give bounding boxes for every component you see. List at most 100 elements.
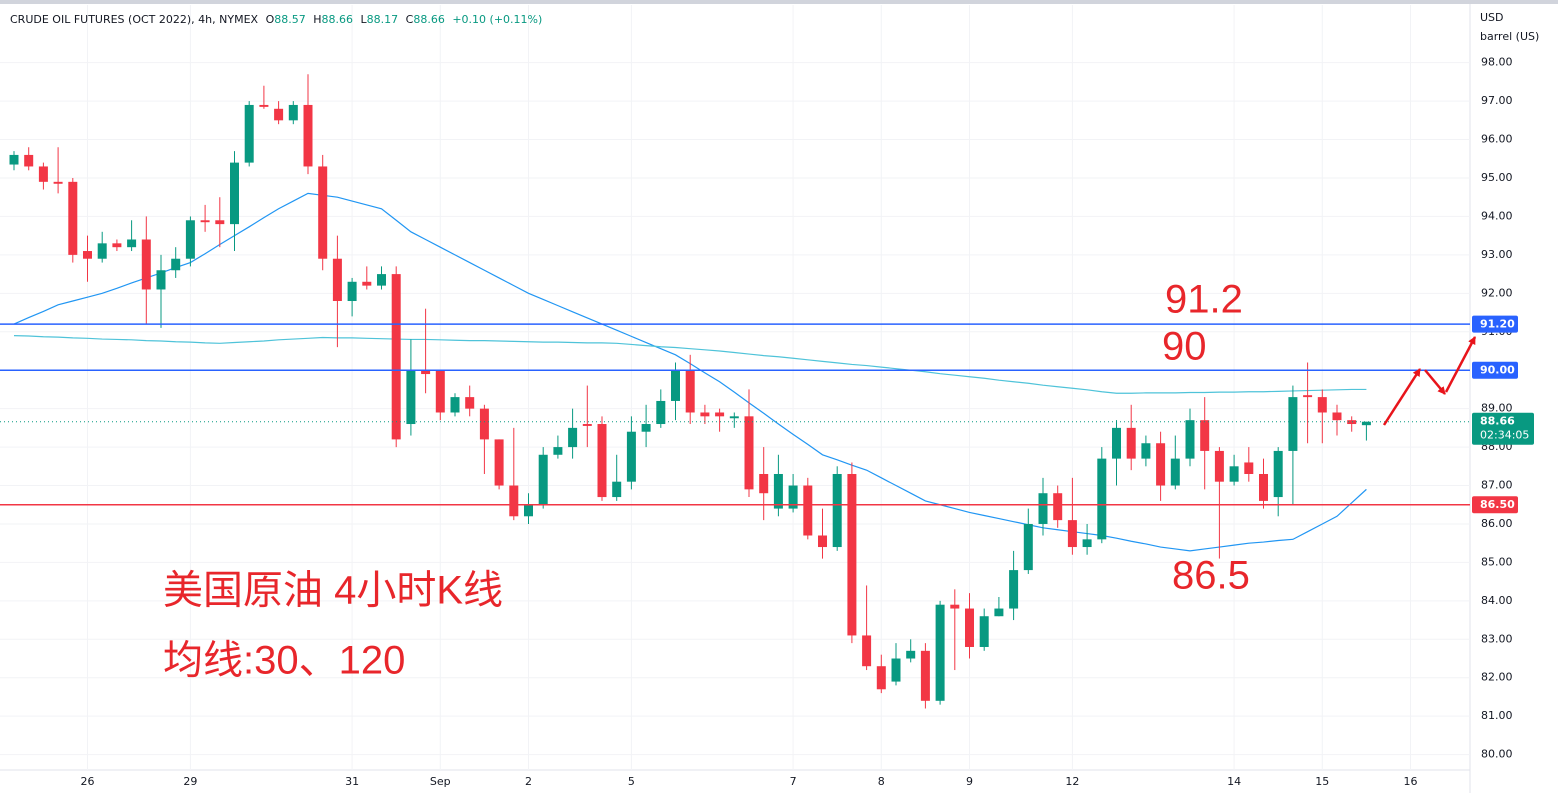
y-tick-label: 80.00 bbox=[1481, 748, 1513, 761]
ohlc-value: 88.57 bbox=[274, 13, 306, 26]
candle-body bbox=[303, 104, 313, 167]
legend: CRUDE OIL FUTURES (OCT 2022), 4h, NYMEX … bbox=[10, 13, 542, 26]
y-tick-label: 81.00 bbox=[1481, 709, 1513, 722]
annotation: 均线:30、120 bbox=[163, 639, 405, 683]
candle-body bbox=[200, 220, 210, 223]
y-axis-label: USD bbox=[1480, 11, 1504, 24]
candle-body bbox=[1156, 443, 1166, 486]
x-tick-label: Sep bbox=[430, 775, 451, 788]
candle-body bbox=[1273, 450, 1283, 498]
level-badge bbox=[1472, 361, 1518, 379]
candle-body bbox=[862, 635, 872, 667]
candle-body bbox=[1347, 420, 1357, 425]
candle-body bbox=[9, 154, 19, 165]
candle-body bbox=[1023, 523, 1033, 571]
candle-body bbox=[185, 220, 195, 259]
candle-body bbox=[1185, 420, 1195, 459]
candle-body bbox=[1229, 466, 1239, 482]
ohlc-value: 88.17 bbox=[367, 13, 399, 26]
y-tick-label: 97.00 bbox=[1481, 94, 1513, 107]
x-tick-label: 7 bbox=[790, 775, 797, 788]
candle-body bbox=[435, 370, 445, 413]
candle-body bbox=[788, 485, 798, 509]
y-tick-label: 84.00 bbox=[1481, 594, 1513, 607]
candle-body bbox=[1112, 427, 1121, 459]
ohlc-value: 88.66 bbox=[322, 13, 354, 26]
candle-body bbox=[377, 274, 386, 286]
candle-body bbox=[950, 604, 960, 609]
candle-body bbox=[332, 258, 342, 302]
y-tick-label: 89.00 bbox=[1481, 402, 1513, 415]
candle-body bbox=[450, 397, 460, 413]
y-tick-label: 82.00 bbox=[1481, 671, 1513, 684]
candle-body bbox=[773, 473, 783, 509]
candle-body bbox=[568, 427, 578, 448]
candle-body bbox=[215, 220, 225, 225]
candle-body bbox=[671, 370, 680, 401]
y-tick-label: 96.00 bbox=[1481, 133, 1513, 146]
candle-body bbox=[479, 408, 489, 440]
candle-body bbox=[744, 416, 754, 490]
candle-body bbox=[1097, 458, 1107, 540]
x-tick-label: 2 bbox=[525, 775, 532, 788]
candle-body bbox=[1141, 443, 1151, 459]
candle-body bbox=[68, 181, 78, 255]
candle-body bbox=[1067, 520, 1077, 548]
y-tick-label: 83.00 bbox=[1481, 632, 1513, 645]
x-tick-label: 31 bbox=[345, 775, 359, 788]
arrow bbox=[1444, 336, 1477, 393]
level-badge-label: 86.50 bbox=[1480, 498, 1515, 511]
candle-body bbox=[582, 424, 592, 426]
candle-body bbox=[421, 370, 431, 375]
last-price-label: 88.66 bbox=[1480, 415, 1515, 428]
y-tick-label: 85.00 bbox=[1481, 555, 1513, 568]
candle-body bbox=[876, 666, 886, 690]
candle-body bbox=[156, 270, 166, 290]
candle-body bbox=[597, 424, 607, 498]
y-tick-label: 94.00 bbox=[1481, 209, 1513, 222]
candle-body bbox=[700, 412, 710, 417]
candle-body bbox=[1361, 421, 1371, 426]
price-axis: 80.00 81.00 82.00 83.00 84.00 85.00 86.00 87.00… bbox=[81, 56, 1534, 788]
candle-body bbox=[274, 108, 284, 121]
candle-body bbox=[259, 104, 269, 107]
candle-body bbox=[1288, 397, 1298, 451]
plot bbox=[0, 74, 1470, 709]
x-tick-label: 8 bbox=[878, 775, 885, 788]
x-tick-label: 14 bbox=[1227, 775, 1241, 788]
y-tick-label: 95.00 bbox=[1481, 171, 1513, 184]
candle-body bbox=[979, 616, 989, 647]
x-tick-label: 26 bbox=[81, 775, 95, 788]
symbol: CRUDE OIL FUTURES (OCT 2022), 4h, NYMEX bbox=[10, 13, 259, 26]
arrows bbox=[1382, 336, 1477, 426]
candle-body bbox=[832, 473, 842, 548]
candle-body bbox=[347, 281, 357, 302]
candle-body bbox=[24, 154, 34, 167]
candle-body bbox=[1038, 493, 1048, 524]
candle-body bbox=[553, 447, 563, 455]
y-axis-label: barrel (US) bbox=[1480, 30, 1539, 43]
candle-body bbox=[715, 412, 725, 417]
annotation: 90 bbox=[1162, 325, 1207, 369]
level-badge-label: 90.00 bbox=[1480, 364, 1515, 377]
ohlc-label: C bbox=[406, 13, 414, 26]
candle-body bbox=[920, 650, 930, 701]
candle-body bbox=[127, 239, 137, 248]
arrow bbox=[1382, 368, 1422, 426]
candle-body bbox=[318, 166, 328, 259]
change: +0.10 (+0.11%) bbox=[452, 13, 542, 26]
candle-body bbox=[935, 604, 945, 701]
candle-body bbox=[230, 162, 239, 225]
x-tick-label: 16 bbox=[1404, 775, 1418, 788]
level-badge bbox=[1472, 315, 1518, 333]
last-price-badge bbox=[1472, 412, 1534, 445]
candle-body bbox=[1009, 570, 1019, 609]
candle-body bbox=[494, 439, 504, 486]
candle-body bbox=[97, 243, 107, 259]
ohlc-label: L bbox=[361, 13, 368, 26]
candle-body bbox=[391, 274, 401, 440]
candle-body bbox=[244, 104, 254, 163]
